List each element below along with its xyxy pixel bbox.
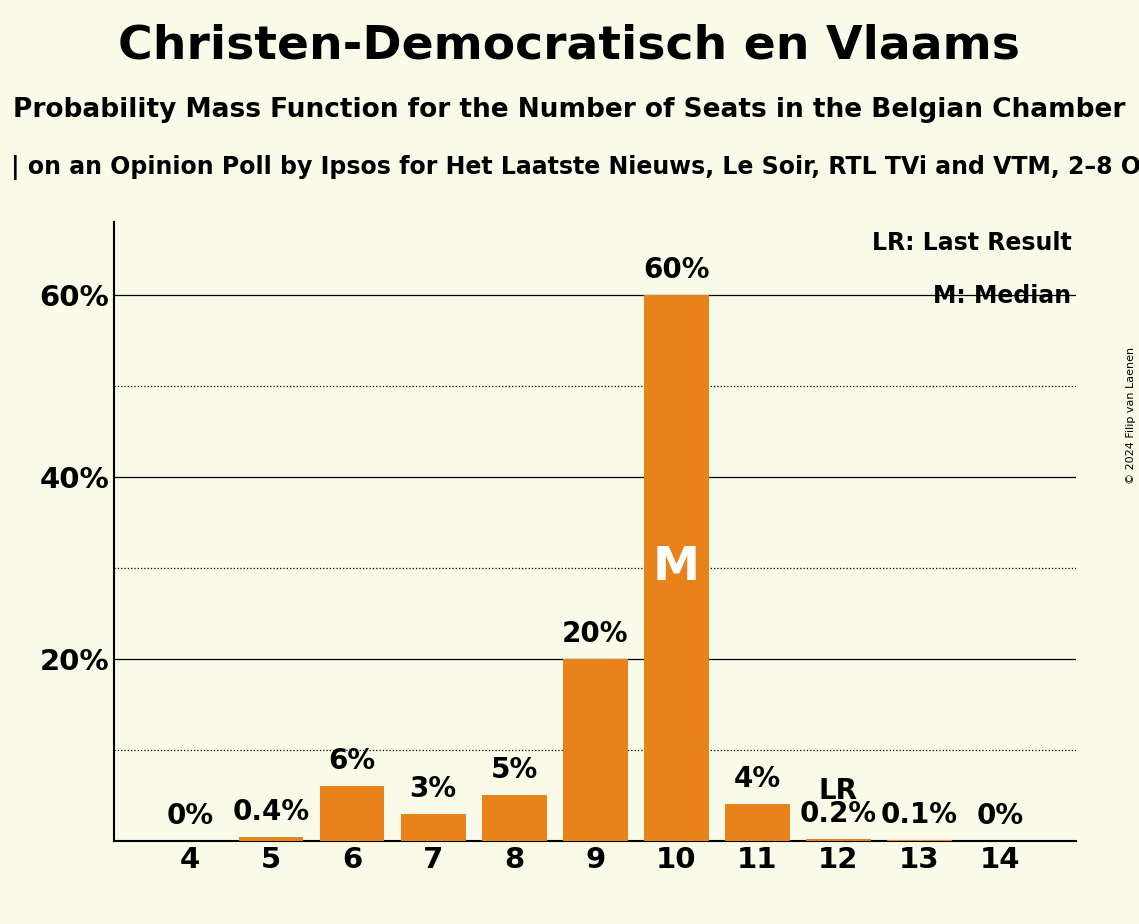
Text: 0.1%: 0.1% (880, 801, 958, 829)
Text: Probability Mass Function for the Number of Seats in the Belgian Chamber: Probability Mass Function for the Number… (14, 97, 1125, 123)
Text: | on an Opinion Poll by Ipsos for Het Laatste Nieuws, Le Soir, RTL TVi and VTM, : | on an Opinion Poll by Ipsos for Het La… (11, 155, 1139, 180)
Text: 0%: 0% (976, 802, 1024, 830)
Bar (320, 786, 385, 841)
Text: 6%: 6% (328, 748, 376, 775)
Text: 5%: 5% (491, 757, 538, 784)
Bar (239, 837, 303, 841)
Bar (482, 796, 547, 841)
Text: LR: LR (819, 777, 858, 806)
Bar (805, 839, 870, 841)
Text: 0.4%: 0.4% (232, 798, 310, 826)
Bar (401, 813, 466, 841)
Text: © 2024 Filip van Laenen: © 2024 Filip van Laenen (1126, 347, 1136, 484)
Bar (563, 659, 628, 841)
Text: M: Median: M: Median (934, 284, 1072, 308)
Text: 0.2%: 0.2% (800, 800, 877, 828)
Text: 3%: 3% (410, 774, 457, 803)
Text: 0%: 0% (166, 802, 214, 830)
Text: LR: Last Result: LR: Last Result (871, 231, 1072, 255)
Bar (724, 805, 789, 841)
Text: 20%: 20% (562, 620, 629, 648)
Text: M: M (653, 545, 699, 590)
Bar (644, 295, 708, 841)
Text: Christen-Democratisch en Vlaams: Christen-Democratisch en Vlaams (118, 23, 1021, 68)
Text: 60%: 60% (642, 256, 710, 284)
Text: 4%: 4% (734, 765, 780, 794)
